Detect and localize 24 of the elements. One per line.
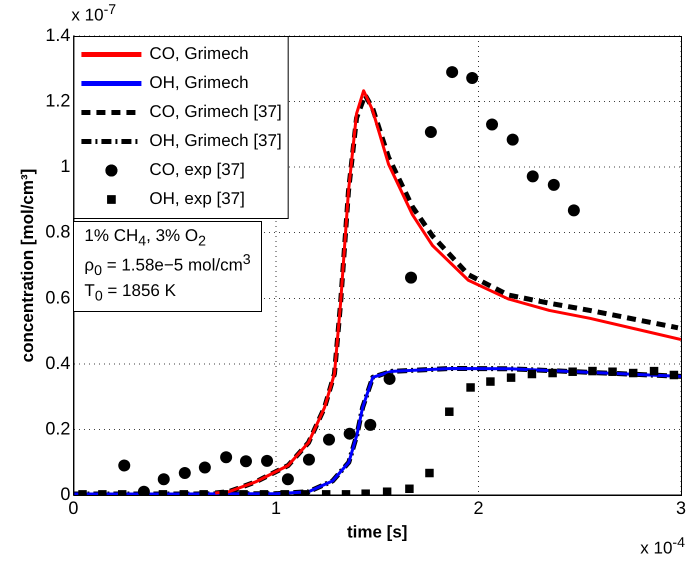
legend-label: OH, Grimech: [149, 73, 249, 92]
annotation: T$_{0}$ = 1856 K: [84, 280, 177, 306]
y-tick-label: 0: [60, 484, 70, 504]
legend-label: CO, exp [37]: [149, 160, 245, 180]
x-tick-label: 2: [473, 498, 484, 518]
y-tick-label: 1.4: [45, 24, 70, 45]
annotation: 1% CH$_{4}$, 3% O$_{2}$: [84, 225, 207, 251]
annotation: ρ$_{0}$ = 1.58e−5 mol/cm$^{3}$: [84, 250, 251, 280]
legend-label: CO, Grimech: [149, 44, 249, 64]
x-axis-title: time [s]: [346, 522, 408, 542]
x-tick-label: 1: [270, 498, 281, 518]
y-tick-label: 1.2: [45, 90, 70, 111]
y-axis-title: concentration [mol/cm³]: [18, 168, 37, 362]
y-tick-label: 0.4: [45, 352, 70, 373]
legend-label: OH, Grimech [37]: [149, 131, 282, 150]
y-tick-label: 0.8: [45, 222, 70, 242]
text: x 10$^{-4}$: [640, 535, 685, 560]
y-tick-label: 1: [60, 156, 70, 176]
y-tick-label: 0.2: [45, 418, 70, 438]
x-tick-label: 3: [676, 498, 686, 518]
text: x 10$^{-7}$: [71, 2, 116, 26]
legend-label: OH, exp [37]: [149, 189, 245, 208]
y-tick-label: 0.6: [45, 287, 70, 308]
legend-label: CO, Grimech [37]: [149, 102, 282, 122]
